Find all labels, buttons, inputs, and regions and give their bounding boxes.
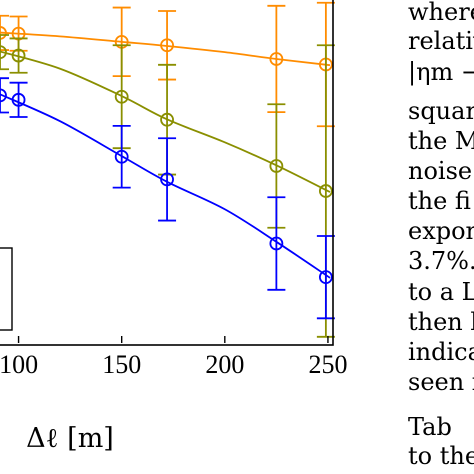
series-1 [0, 34, 335, 338]
x-tick-label: 150 [102, 350, 141, 379]
series-2 [0, 77, 335, 320]
data-point [0, 26, 7, 40]
data-point [269, 159, 284, 173]
body-text-line: the fi [408, 187, 471, 215]
x-tick-label: 250 [308, 350, 347, 379]
body-text-line: relativ [408, 27, 474, 55]
x-tick-label: 100 [0, 350, 38, 379]
series-0-fit-line [0, 31, 331, 67]
body-text-line: |ηm − [408, 58, 474, 86]
body-text-line: Tab [408, 413, 452, 441]
data-point [0, 88, 7, 103]
body-text-line: indica [408, 338, 474, 366]
data-point [269, 52, 284, 66]
data-point [0, 45, 7, 60]
data-point [11, 92, 26, 107]
body-text-line: noise [408, 157, 473, 185]
data-point [318, 270, 333, 285]
plot-frame [0, 0, 334, 346]
body-text-line: to the [408, 442, 474, 470]
body-text-line: to a L [408, 278, 474, 306]
data-point [160, 172, 174, 187]
x-axis: 100 150 200 250 [0, 336, 347, 379]
x-tick-label: 200 [205, 350, 244, 379]
data-point [114, 149, 129, 164]
body-text-line: 3.7%. [408, 247, 474, 275]
data-point [318, 184, 333, 198]
data-point [269, 236, 284, 251]
body-text-line: square [408, 97, 474, 125]
body-text-line: then b [408, 308, 474, 336]
body-text-line: expon [408, 217, 474, 245]
series-layer [0, 1, 335, 338]
body-text-line: where [408, 0, 474, 26]
series-2-fit-line [0, 93, 331, 279]
body-text-line: seen i [408, 368, 474, 396]
data-point [160, 112, 174, 127]
body-text-line: the M [408, 127, 474, 155]
x-axis-label: Δℓ [m] [26, 423, 114, 454]
data-point [160, 38, 174, 53]
legend-box [0, 247, 13, 331]
data-point [11, 48, 26, 63]
data-point [114, 89, 129, 104]
